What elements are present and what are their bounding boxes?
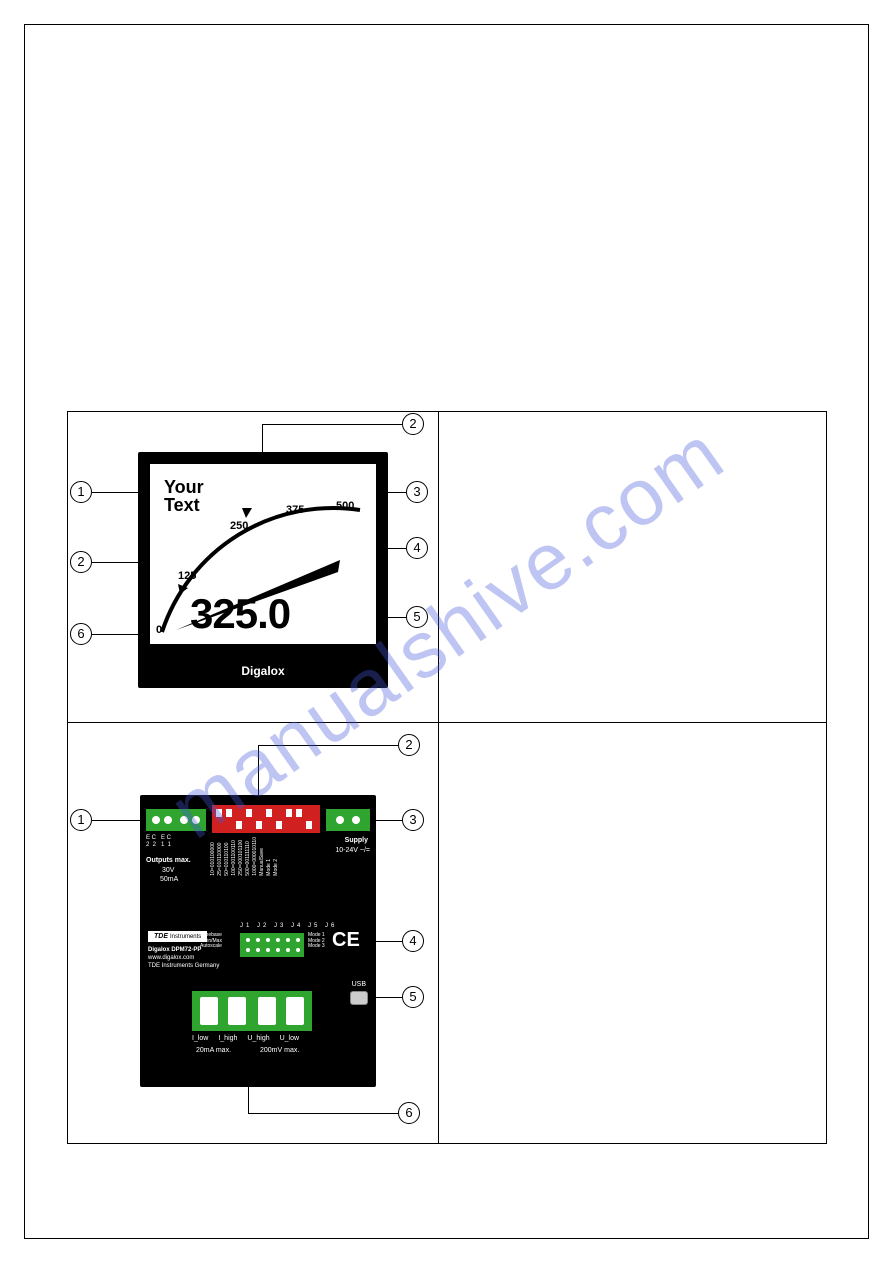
legend-row: 6Measurement unit bbox=[461, 581, 812, 610]
outputs-v: 30V bbox=[162, 867, 174, 874]
legend-row: 1User defined text bbox=[461, 438, 812, 467]
dip-leg: 250=000101100 bbox=[238, 837, 244, 876]
dip-legend-block: 10=010100000 25=010110000 50=010110100 1… bbox=[210, 837, 279, 876]
lead bbox=[262, 424, 402, 425]
meas-terminals bbox=[192, 991, 312, 1031]
tick-500: 500 bbox=[336, 500, 354, 512]
alarm-terminals bbox=[146, 809, 206, 831]
lead bbox=[258, 745, 398, 746]
meas-lim-i: 20mA max. bbox=[196, 1047, 231, 1054]
legend-text: Analogue scale bbox=[481, 500, 584, 517]
tick-0: 0 bbox=[156, 624, 162, 636]
back-callout-3: 3 bbox=[402, 809, 424, 831]
legend-row: 2DIP switches bbox=[461, 808, 812, 837]
tick-250: 250 bbox=[230, 520, 248, 532]
back-callout-5: 5 bbox=[402, 986, 424, 1008]
dip-switches bbox=[212, 805, 320, 833]
front-device: Your Text 0 125 bbox=[138, 452, 388, 688]
tde-logo: TDE Instruments bbox=[148, 931, 207, 942]
ml: I_low bbox=[192, 1035, 208, 1042]
callout-5: 5 bbox=[406, 606, 428, 628]
legend-row: 4Jumpers J1-J6 bbox=[461, 865, 812, 894]
legend-row: 3Analogue scale bbox=[461, 495, 812, 524]
legend-text: Measurement inputs bbox=[481, 927, 617, 944]
legend-text: Alarm outputs bbox=[481, 784, 574, 801]
back-callout-6: 6 bbox=[398, 1102, 420, 1124]
dip-leg: 50=010110100 bbox=[224, 837, 230, 876]
legend-text: Analogue needle bbox=[481, 529, 594, 546]
callout-6: 6 bbox=[70, 623, 92, 645]
jumper-labels: J1 J2 J3 J4 J5 J6 bbox=[240, 923, 337, 929]
callout-2-left: 2 bbox=[70, 551, 92, 573]
meas-lim-u: 200mV max. bbox=[260, 1047, 299, 1054]
dip-leg: ManualSave bbox=[259, 837, 265, 876]
supply-terminals bbox=[326, 809, 370, 831]
back-callout-2: 2 bbox=[398, 734, 420, 756]
dip-leg: 100=001100110 bbox=[231, 837, 237, 876]
legend-row: 1Alarm outputs bbox=[461, 779, 812, 808]
legend-text: USB interface bbox=[481, 898, 574, 915]
back-callout-4: 4 bbox=[402, 930, 424, 952]
usb-port bbox=[350, 991, 368, 1005]
front-diagram: 2 1 2 6 3 4 5 bbox=[68, 412, 438, 722]
jr: Mode 3 bbox=[308, 944, 325, 950]
callout-3: 3 bbox=[406, 481, 428, 503]
back-legend: 1Alarm outputs 2DIP switches 3Supply vol… bbox=[439, 723, 826, 964]
brand-l3: www.digalox.com bbox=[148, 955, 194, 961]
legend-row: 5USB interface bbox=[461, 893, 812, 922]
legend-text: DIP switches bbox=[481, 813, 567, 830]
tick-375: 375 bbox=[286, 504, 304, 516]
tick-125: 125 bbox=[178, 570, 196, 582]
dip-leg: 25=010110000 bbox=[217, 837, 223, 876]
legend-text: Jumpers J1-J6 bbox=[481, 870, 579, 887]
jumper-right-labels: Timebase Min/Max Autoscale bbox=[200, 933, 222, 950]
back-callout-1: 1 bbox=[70, 809, 92, 831]
supply-title: Supply bbox=[345, 837, 368, 844]
legend-text: Threshold markers bbox=[481, 472, 606, 489]
jr: Autoscale bbox=[200, 944, 222, 950]
brand-front: Digalox bbox=[138, 664, 388, 678]
legend-row: 3Supply voltage terminals bbox=[461, 836, 812, 865]
ce-mark: CE bbox=[332, 929, 360, 952]
out-labels: E C E C2 2 1 1 bbox=[146, 835, 171, 849]
callout-2-top: 2 bbox=[402, 413, 424, 435]
legend-row: 2Threshold markers bbox=[461, 467, 812, 496]
legend-text: User defined text bbox=[481, 443, 594, 460]
dip-leg: Mode 2 bbox=[273, 837, 279, 876]
back-diagram: 2 1 3 4 5 6 bbox=[68, 723, 438, 1143]
digital-reading: 325.0 bbox=[190, 590, 290, 638]
outputs-title: Outputs max. bbox=[146, 857, 191, 864]
front-legend: 1User defined text 2Threshold markers 3A… bbox=[439, 412, 826, 623]
brand-l2: Digalox DPM72-PP bbox=[148, 947, 201, 953]
brand-l4: TDE Instruments Germany bbox=[148, 963, 219, 969]
usb-label: USB bbox=[352, 981, 366, 988]
jumper-block bbox=[240, 933, 304, 957]
layout-table: 2 1 2 6 3 4 5 bbox=[67, 411, 827, 1144]
jumper-right-labels2: Mode 1 Mode 2 Mode 3 bbox=[308, 933, 325, 950]
page-frame: manualshive.com 2 1 2 6 3 bbox=[24, 24, 869, 1239]
dip-leg: 500=001111110 bbox=[245, 837, 251, 876]
legend-row: 6Measurement inputs bbox=[461, 922, 812, 951]
legend-row: 4Analogue needle bbox=[461, 524, 812, 553]
meas-labels: I_low I_high U_high U_low bbox=[192, 1035, 299, 1042]
legend-text: Supply voltage terminals bbox=[481, 841, 644, 858]
legend-text: Measurement unit bbox=[481, 586, 601, 603]
lead bbox=[258, 745, 259, 801]
front-screen: Your Text 0 125 bbox=[150, 464, 376, 644]
callout-4: 4 bbox=[406, 537, 428, 559]
ml: U_high bbox=[247, 1035, 269, 1042]
ml: I_high bbox=[218, 1035, 237, 1042]
legend-row: 5Digital value bbox=[461, 552, 812, 581]
back-device: E C E C2 2 1 1 Outputs max. 30V 50mA Sup… bbox=[140, 795, 376, 1087]
dip-leg: 10=010100000 bbox=[210, 837, 216, 876]
legend-text: Digital value bbox=[481, 557, 563, 574]
callout-1: 1 bbox=[70, 481, 92, 503]
dip-leg: Mode 1 bbox=[266, 837, 272, 876]
supply-range: 10-24V ~/= bbox=[335, 847, 370, 854]
outputs-i: 50mA bbox=[160, 876, 178, 883]
lead bbox=[248, 1113, 398, 1114]
ml: U_low bbox=[280, 1035, 299, 1042]
dip-leg: 1000=000010110 bbox=[252, 837, 258, 876]
